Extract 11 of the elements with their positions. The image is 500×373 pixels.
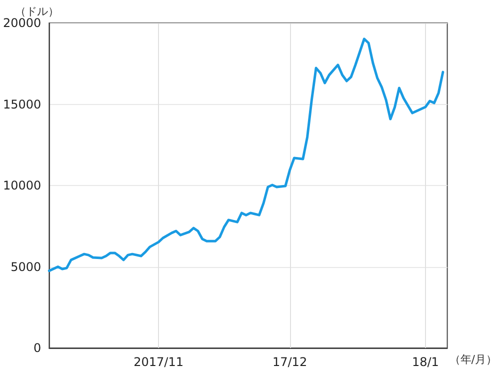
x-axis-title: （年/月）: [449, 353, 498, 366]
x-tick-label: 2017/11: [134, 355, 184, 369]
y-tick-label: 20000: [2, 16, 42, 30]
y-tick-label: 10000: [2, 178, 42, 192]
y-tick-label: 0: [34, 341, 42, 355]
line-series: [48, 38, 444, 272]
x-tick-label: 18/1: [412, 355, 439, 369]
x-tick-label: 17/12: [272, 355, 308, 369]
y-axis-title: （ドル）: [15, 5, 60, 18]
y-tick-label: 15000: [2, 97, 42, 112]
y-tick-label: 5000: [10, 260, 42, 274]
